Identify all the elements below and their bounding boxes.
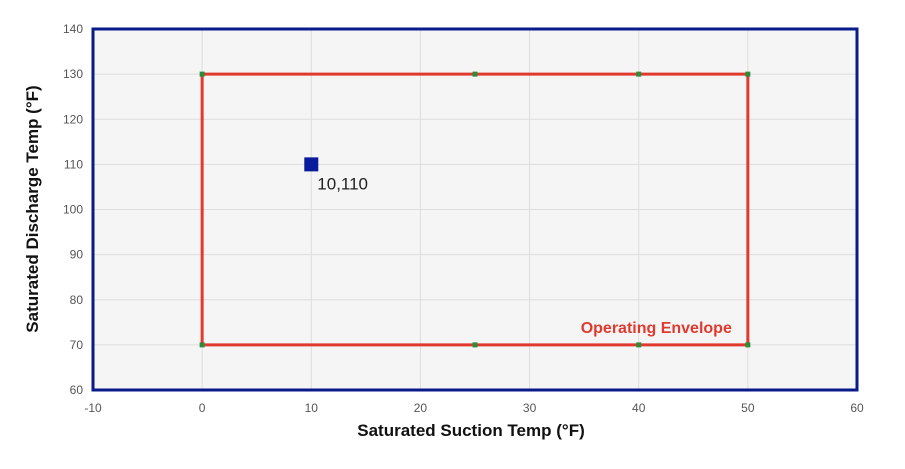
x-axis-ticks: -10 0 10 20 30 40 50 60	[84, 401, 864, 415]
x-tick-label: 60	[850, 401, 864, 415]
y-tick-label: 80	[70, 293, 84, 307]
envelope-vertex	[636, 342, 642, 348]
x-tick-label: 50	[741, 401, 755, 415]
y-tick-label: 100	[63, 203, 83, 217]
y-tick-label: 60	[70, 383, 84, 397]
y-tick-label: 130	[63, 67, 83, 81]
envelope-vertex	[636, 71, 642, 77]
operating-point	[304, 157, 319, 172]
envelope-vertex	[745, 71, 751, 77]
y-axis-title: Saturated Discharge Temp (°F)	[23, 85, 42, 332]
envelope-vertex	[199, 71, 205, 77]
y-axis-ticks: 60 70 80 90 100 110 120 130 140	[63, 22, 83, 397]
envelope-label: Operating Envelope	[581, 320, 732, 337]
y-tick-label: 90	[70, 248, 84, 262]
y-tick-label: 70	[70, 338, 84, 352]
envelope-vertex	[472, 342, 478, 348]
x-tick-label: 30	[523, 401, 537, 415]
operating-envelope: Operating Envelope	[199, 71, 751, 348]
envelope-vertex	[472, 71, 478, 77]
x-tick-label: 40	[632, 401, 646, 415]
x-tick-label: -10	[84, 401, 102, 415]
y-tick-label: 140	[63, 22, 83, 36]
envelope-vertex	[745, 342, 751, 348]
y-tick-label: 120	[63, 112, 83, 126]
envelope-vertex	[199, 342, 205, 348]
x-tick-label: 10	[305, 401, 319, 415]
plot-border	[91, 27, 859, 392]
operating-point-group: 10,110	[304, 157, 368, 193]
x-tick-label: 20	[414, 401, 428, 415]
x-tick-label: 0	[199, 401, 206, 415]
operating-point-label: 10,110	[317, 174, 368, 193]
x-axis-title: Saturated Suction Temp (°F)	[357, 421, 585, 440]
y-tick-label: 110	[64, 157, 83, 171]
